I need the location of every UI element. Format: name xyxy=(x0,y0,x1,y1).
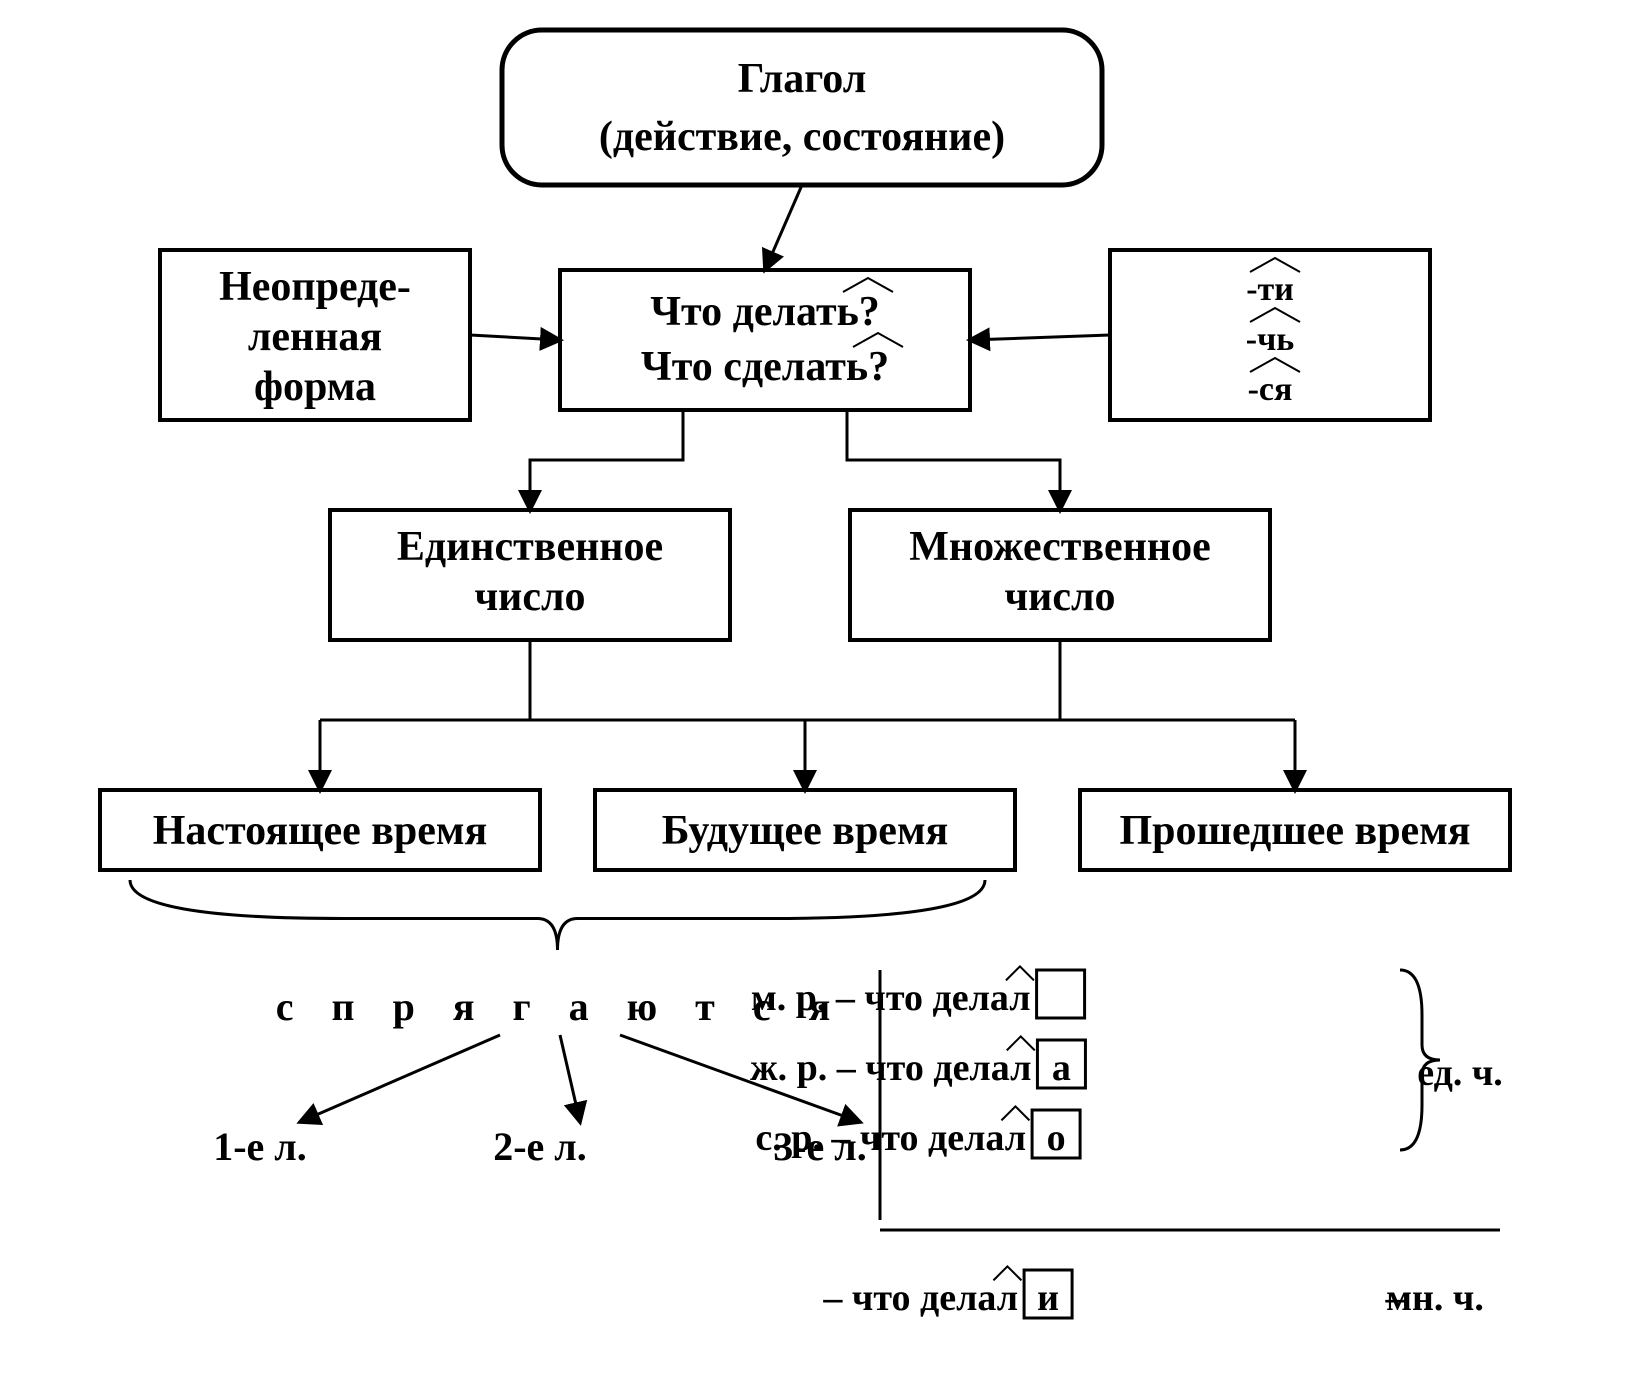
ed-ch-label: ед. ч. xyxy=(1417,1052,1503,1094)
ending-letter: и xyxy=(1037,1277,1059,1319)
gender-row: с. р. – что делал ? xyxy=(755,1117,1054,1159)
gender-row: ж. р. – что делал ? xyxy=(750,1047,1060,1089)
mn-ch-label-text: мн. ч. xyxy=(1386,1277,1484,1319)
svg-text:Что делать?: Что делать? xyxy=(650,289,880,335)
svg-text:-чь: -чь xyxy=(1246,321,1294,358)
person-label: 2-е л. xyxy=(493,1124,587,1169)
gender-row: м. р. – что делал ? xyxy=(751,977,1059,1019)
person-label: 1-е л. xyxy=(213,1124,307,1169)
svg-text:(действие, состояние): (действие, состояние) xyxy=(599,114,1005,160)
svg-text:число: число xyxy=(474,574,585,620)
svg-text:Прошедшее время: Прошедшее время xyxy=(1119,808,1470,854)
svg-text:форма: форма xyxy=(254,364,376,410)
svg-text:Множественное: Множественное xyxy=(909,524,1211,570)
svg-text:Глагол: Глагол xyxy=(738,56,867,102)
ending-letter: о xyxy=(1047,1117,1066,1159)
svg-text:число: число xyxy=(1004,574,1115,620)
svg-text:Неопреде-: Неопреде- xyxy=(219,264,411,310)
svg-text:Настоящее время: Настоящее время xyxy=(153,808,488,854)
svg-text:-ся: -ся xyxy=(1248,371,1293,408)
ending-letter: а xyxy=(1052,1047,1071,1089)
svg-text:-ти: -ти xyxy=(1246,271,1294,308)
svg-text:Единственное: Единственное xyxy=(397,524,663,570)
svg-text:ленная: ленная xyxy=(248,314,382,360)
ending-box xyxy=(1037,970,1085,1018)
gender-row-plural: – что делал ? xyxy=(822,1277,1046,1319)
svg-text:Что сделать?: Что сделать? xyxy=(641,344,889,390)
svg-text:Будущее время: Будущее время xyxy=(662,808,949,854)
